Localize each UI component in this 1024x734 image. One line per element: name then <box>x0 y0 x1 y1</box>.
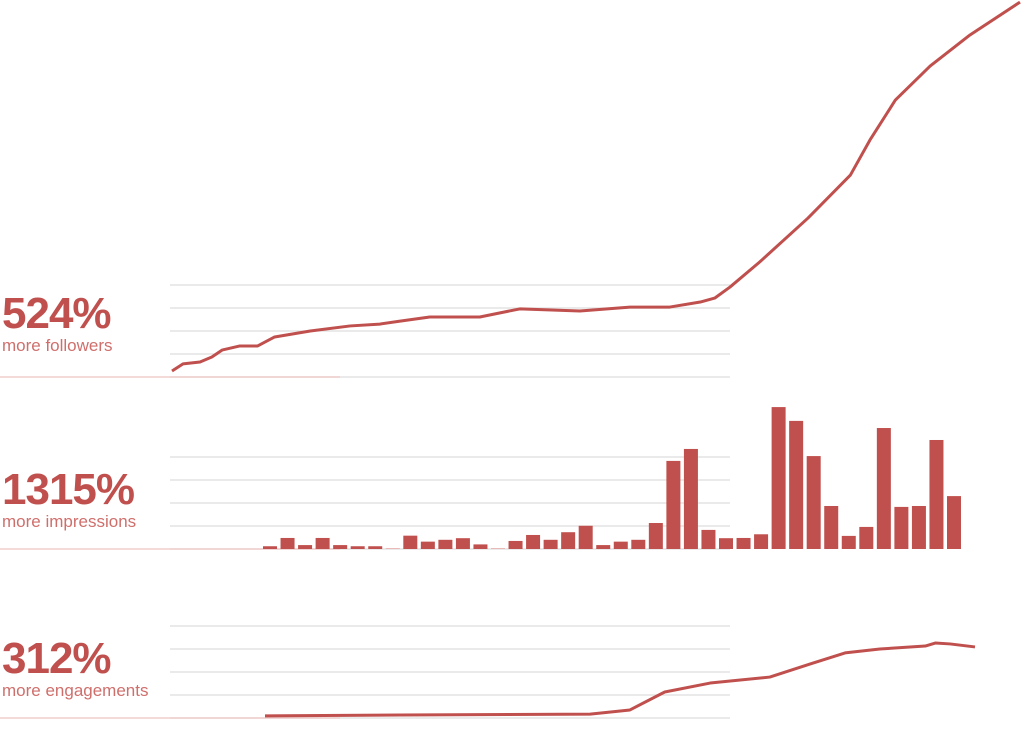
impressions-bar <box>508 540 523 549</box>
impressions-bar <box>824 505 839 549</box>
impressions-bar <box>596 545 611 549</box>
impressions-label: more impressions <box>2 512 137 531</box>
followers-stat: 524% more followers <box>2 292 113 356</box>
impressions-bar <box>526 534 541 549</box>
impressions-bar <box>666 460 681 549</box>
impressions-stat: 1315% more impressions <box>2 468 136 532</box>
impressions-bar <box>263 546 277 549</box>
impressions-bar <box>455 538 470 549</box>
impressions-bar <box>561 532 576 549</box>
impressions-percent: 1315% <box>2 465 135 514</box>
impressions-bar <box>368 546 383 549</box>
impressions-bar <box>771 407 786 549</box>
impressions-bar <box>403 535 418 549</box>
impressions-bar <box>947 496 961 549</box>
followers-label: more followers <box>2 336 113 355</box>
engagements-line <box>264 641 976 718</box>
engagements-percent: 312% <box>2 634 112 683</box>
impressions-bar <box>543 539 558 549</box>
engagements-stat: 312% more engagements <box>2 637 148 701</box>
impressions-bar <box>298 545 313 549</box>
impressions-bar <box>806 456 821 549</box>
impressions-bar <box>420 541 435 549</box>
impressions-bar <box>859 526 874 549</box>
impressions-bar <box>491 548 505 549</box>
impressions-bar <box>280 537 295 549</box>
impressions-bar <box>578 525 593 549</box>
impressions-bar <box>876 428 891 549</box>
impressions-bar <box>719 538 733 549</box>
impressions-bar <box>701 529 716 549</box>
engagements-label: more engagements <box>2 681 149 700</box>
followers-percent: 524% <box>2 289 112 338</box>
impressions-bar <box>631 539 646 549</box>
impressions-bar <box>754 534 769 549</box>
impressions-bar <box>315 537 330 549</box>
impressions-bar <box>841 535 856 549</box>
impressions-bar <box>613 541 628 549</box>
impressions-bar <box>789 420 804 549</box>
impressions-bar <box>385 548 400 549</box>
impressions-bar <box>350 546 365 549</box>
impressions-bar <box>648 523 663 549</box>
impressions-bar <box>736 537 751 549</box>
impressions-bar <box>683 448 698 549</box>
followers-line <box>171 0 1021 373</box>
impressions-bar <box>333 545 348 549</box>
impressions-bar <box>911 505 926 549</box>
impressions-bar <box>894 506 909 549</box>
impressions-bar <box>929 439 944 549</box>
impressions-bar <box>473 544 488 549</box>
impressions-bar <box>438 539 453 549</box>
